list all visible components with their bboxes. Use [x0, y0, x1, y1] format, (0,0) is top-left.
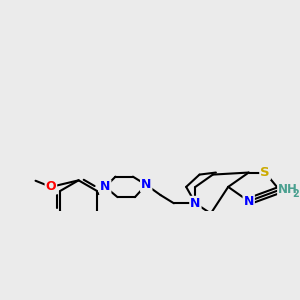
Text: N: N — [190, 197, 201, 210]
Text: O: O — [46, 180, 56, 194]
Text: N: N — [244, 195, 254, 208]
Text: 2: 2 — [292, 189, 299, 199]
Text: N: N — [141, 178, 152, 191]
Text: NH: NH — [278, 184, 298, 196]
Text: N: N — [100, 180, 110, 194]
Text: S: S — [260, 166, 270, 179]
